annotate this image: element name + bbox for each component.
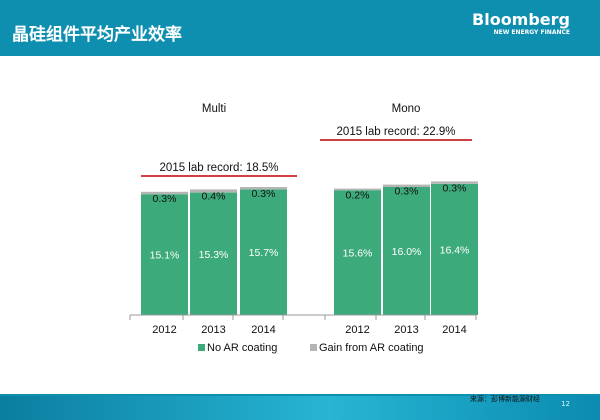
data-label-no-ar: 15.7%	[249, 247, 279, 259]
footer-band	[0, 396, 600, 420]
data-label-gain: 0.2%	[346, 190, 370, 202]
bar-no-ar-coating	[383, 187, 430, 315]
data-label-no-ar: 15.6%	[343, 248, 373, 260]
legend-label-no-ar: No AR coating	[207, 342, 277, 354]
data-label-gain: 0.3%	[395, 186, 419, 198]
page-title: 晶硅组件平均产业效率	[12, 25, 182, 45]
x-tick-label: 2013	[201, 324, 225, 336]
bar-no-ar-coating	[431, 183, 478, 315]
data-label-gain: 0.3%	[252, 188, 276, 200]
x-tick-label: 2012	[152, 324, 176, 336]
bar-gain-ar-coating	[383, 184, 430, 187]
brand-subtitle: NEW ENERGY FINANCE	[493, 29, 570, 36]
page-number: 12	[561, 400, 570, 408]
bar-gain-ar-coating	[334, 188, 381, 191]
data-label-no-ar: 15.1%	[150, 250, 180, 262]
group-label: Multi	[202, 103, 226, 115]
stacked-bar-chart: 15.1% 0.3% 2012 15.3% 0.4% 2013 15.7% 0.3% 2014 1…	[129, 103, 478, 354]
legend-swatch-gain	[310, 344, 317, 351]
bar-no-ar-coating	[141, 194, 188, 315]
brand-name: Bloomberg	[472, 10, 570, 29]
x-tick-label: 2012	[345, 324, 369, 336]
brand-logo: Bloomberg NEW ENERGY FINANCE	[472, 10, 570, 36]
group-label: Mono	[392, 103, 421, 115]
data-label-gain: 0.3%	[153, 193, 177, 205]
data-label-no-ar: 15.3%	[199, 249, 229, 261]
bar-no-ar-coating	[190, 192, 237, 315]
bar-no-ar-coating	[240, 189, 287, 315]
data-label-no-ar: 16.4%	[440, 244, 470, 256]
record-label: 2015 lab record: 18.5%	[160, 162, 279, 174]
bar-gain-ar-coating	[240, 187, 287, 190]
x-tick-label: 2014	[442, 324, 466, 336]
bar-gain-ar-coating	[431, 181, 478, 184]
bar-gain-ar-coating	[141, 191, 188, 195]
bar-gain-ar-coating	[190, 189, 237, 193]
legend-label-gain: Gain from AR coating	[319, 342, 424, 354]
legend-swatch-no-ar	[198, 344, 205, 351]
bar-no-ar-coating	[334, 190, 381, 315]
record-label: 2015 lab record: 22.9%	[337, 126, 456, 138]
data-label-no-ar: 16.0%	[392, 246, 422, 258]
x-tick-label: 2014	[251, 324, 275, 336]
header-band: 晶硅组件平均产业效率 Bloomberg NEW ENERGY FINANCE	[0, 0, 600, 56]
content-area: 15.1% 0.3% 2012 15.3% 0.4% 2013 15.7% 0.3% 2014 1…	[0, 56, 600, 394]
data-label-gain: 0.4%	[202, 190, 226, 202]
data-label-gain: 0.3%	[443, 182, 467, 194]
source-note: 来源：彭博新能源财经	[470, 395, 540, 403]
x-tick-label: 2013	[394, 324, 418, 336]
